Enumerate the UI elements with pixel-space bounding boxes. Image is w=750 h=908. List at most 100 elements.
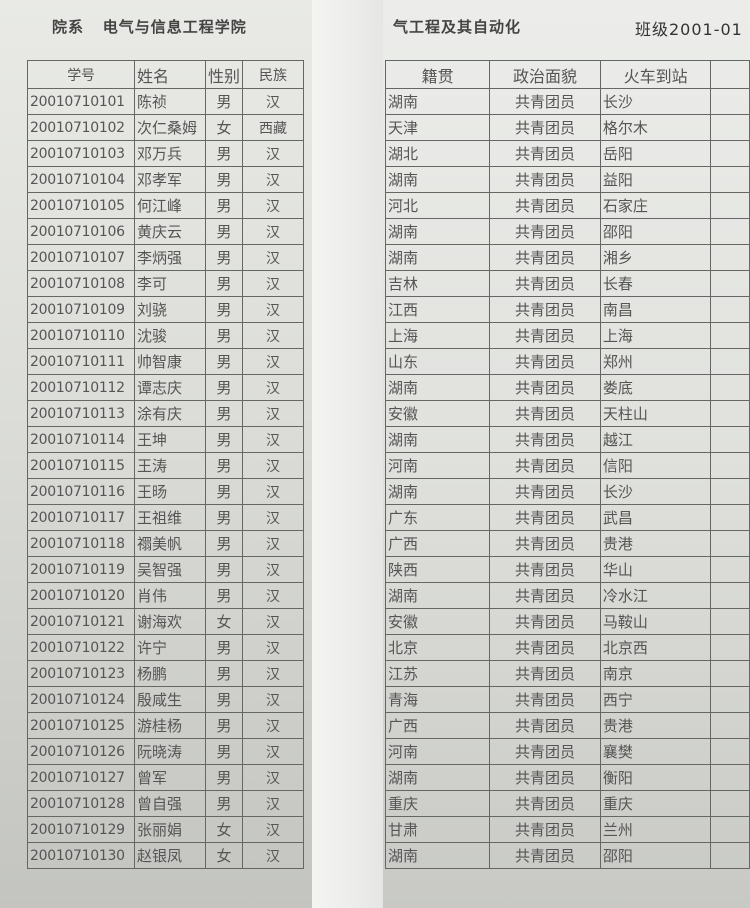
student-name: 阮晓涛 — [134, 738, 206, 765]
student-station: 贵港 — [599, 530, 712, 557]
table-row: 天津 共青团员 格尔木 — [384, 114, 750, 141]
student-ethnicity: 西藏 — [242, 114, 305, 141]
student-province: 重庆 — [384, 790, 491, 817]
student-id: 20010710121 — [27, 608, 135, 635]
student-station: 越江 — [599, 426, 712, 453]
blank-cell — [710, 244, 750, 271]
student-id: 20010710117 — [27, 504, 135, 531]
table-row: 20010710117 王祖维男汉 — [27, 504, 305, 531]
student-id: 20010710106 — [27, 218, 135, 245]
student-station: 马鞍山 — [599, 608, 712, 635]
blank-cell — [710, 192, 750, 219]
student-ethnicity: 汉 — [242, 582, 305, 609]
student-station: 北京西 — [599, 634, 712, 661]
table-row: 20010710104 邓孝军男汉 — [27, 166, 305, 193]
student-station: 邵阳 — [599, 218, 712, 245]
student-ethnicity: 汉 — [242, 478, 305, 505]
student-name: 陈祯 — [134, 88, 206, 115]
student-name: 何江峰 — [134, 192, 206, 219]
table-row: 20010710124 殷咸生男汉 — [27, 686, 305, 713]
table-row: 青海 共青团员 西宁 — [384, 686, 750, 713]
student-political: 共青团员 — [489, 556, 601, 583]
student-ethnicity: 汉 — [242, 634, 305, 661]
student-sex: 男 — [204, 140, 244, 167]
student-name: 谢海欢 — [134, 608, 206, 635]
student-sex: 男 — [204, 764, 244, 791]
student-id: 20010710101 — [27, 88, 135, 115]
student-sex: 男 — [204, 244, 244, 271]
student-ethnicity: 汉 — [242, 348, 305, 375]
header-row: 籍贯 政治面貌 火车到站 — [384, 60, 750, 89]
blank-cell — [710, 426, 750, 453]
student-sex: 男 — [204, 88, 244, 115]
student-name: 刘骁 — [134, 296, 206, 323]
table-row: 湖南 共青团员 长沙 — [384, 478, 750, 505]
table-row: 20010710128 曾自强男汉 — [27, 790, 305, 817]
student-id: 20010710107 — [27, 244, 135, 271]
student-sex: 男 — [204, 686, 244, 713]
student-political: 共青团员 — [489, 296, 601, 323]
table-row: 20010710125 游桂杨男汉 — [27, 712, 305, 739]
table-row: 20010710119 吴智强男汉 — [27, 556, 305, 583]
student-political: 共青团员 — [489, 712, 601, 739]
col-blank — [710, 60, 750, 89]
student-station: 长沙 — [599, 88, 712, 115]
col-station: 火车到站 — [599, 60, 712, 89]
student-province: 广西 — [384, 530, 491, 557]
table-row: 湖南 共青团员 益阳 — [384, 166, 750, 193]
student-id: 20010710119 — [27, 556, 135, 583]
student-station: 南昌 — [599, 296, 712, 323]
student-province: 湖南 — [384, 764, 491, 791]
student-province: 广西 — [384, 712, 491, 739]
blank-cell — [710, 270, 750, 297]
student-station: 湘乡 — [599, 244, 712, 271]
student-id: 20010710129 — [27, 816, 135, 843]
student-station: 兰州 — [599, 816, 712, 843]
student-name: 许宁 — [134, 634, 206, 661]
student-political: 共青团员 — [489, 218, 601, 245]
student-sex: 男 — [204, 348, 244, 375]
blank-cell — [710, 790, 750, 817]
table-row: 湖南 共青团员 衡阳 — [384, 764, 750, 791]
student-province: 吉林 — [384, 270, 491, 297]
table-row: 湖南 共青团员 湘乡 — [384, 244, 750, 271]
student-province: 甘肃 — [384, 816, 491, 843]
table-row: 江西 共青团员 南昌 — [384, 296, 750, 323]
blank-cell — [710, 140, 750, 167]
student-sex: 男 — [204, 712, 244, 739]
student-ethnicity: 汉 — [242, 556, 305, 583]
table-row: 湖南 共青团员 越江 — [384, 426, 750, 453]
table-row: 上海 共青团员 上海 — [384, 322, 750, 349]
student-ethnicity: 汉 — [242, 504, 305, 531]
student-political: 共青团员 — [489, 452, 601, 479]
student-political: 共青团员 — [489, 166, 601, 193]
student-ethnicity: 汉 — [242, 88, 305, 115]
student-sex: 女 — [204, 842, 244, 869]
student-province: 湖南 — [384, 88, 491, 115]
table-row: 20010710115 王涛男汉 — [27, 452, 305, 479]
table-row: 20010710109 刘骁男汉 — [27, 296, 305, 323]
student-province: 湖南 — [384, 244, 491, 271]
student-station: 格尔木 — [599, 114, 712, 141]
blank-cell — [710, 712, 750, 739]
student-id: 20010710108 — [27, 270, 135, 297]
student-id: 20010710130 — [27, 842, 135, 869]
student-political: 共青团员 — [489, 400, 601, 427]
student-name: 禤美帆 — [134, 530, 206, 557]
student-name: 王涛 — [134, 452, 206, 479]
student-sex: 男 — [204, 192, 244, 219]
student-sex: 男 — [204, 738, 244, 765]
student-sex: 男 — [204, 660, 244, 687]
student-ethnicity: 汉 — [242, 400, 305, 427]
student-id: 20010710118 — [27, 530, 135, 557]
blank-cell — [710, 738, 750, 765]
table-row: 20010710108 李可男汉 — [27, 270, 305, 297]
student-station: 重庆 — [599, 790, 712, 817]
col-id: 学号 — [27, 60, 135, 89]
student-id: 20010710128 — [27, 790, 135, 817]
department-name: 电气与信息工程学院 — [102, 18, 247, 36]
student-political: 共青团员 — [489, 634, 601, 661]
student-province: 江苏 — [384, 660, 491, 687]
table-row: 20010710121 谢海欢女汉 — [27, 608, 305, 635]
blank-cell — [710, 166, 750, 193]
